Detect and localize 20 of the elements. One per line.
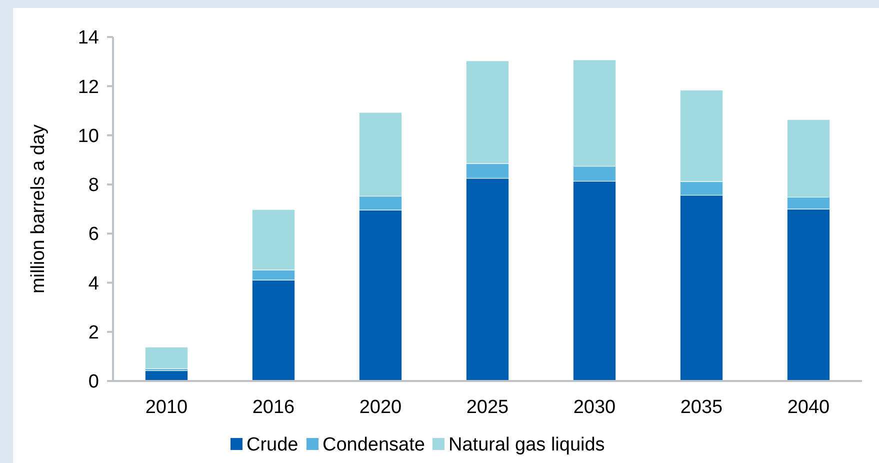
y-tick-label: 0 [88, 372, 99, 393]
y-tick-label: 8 [88, 175, 99, 196]
x-tick-label: 2040 [787, 397, 830, 418]
legend-label: Condensate [322, 434, 425, 456]
y-tick-label: 12 [78, 76, 99, 98]
x-tick-label: 2025 [466, 397, 509, 418]
x-tick-label: 2020 [359, 397, 402, 418]
y-tick-label: 4 [88, 273, 100, 294]
y-axis-title: million barrels a day [28, 124, 49, 294]
x-tick-label: 2035 [680, 397, 723, 418]
legend-label: Crude [246, 434, 298, 456]
y-tick-label: 14 [78, 28, 100, 49]
y-tick-label: 6 [88, 224, 99, 246]
x-tick-label: 2010 [145, 397, 188, 418]
y-tick-label: 10 [78, 126, 99, 147]
bar [144, 346, 188, 370]
y-tick-label: 2 [88, 322, 99, 344]
x-tick-label: 2016 [252, 397, 295, 418]
x-tick-label: 2030 [573, 397, 616, 418]
legend-label: Natural gas liquids [448, 434, 605, 456]
